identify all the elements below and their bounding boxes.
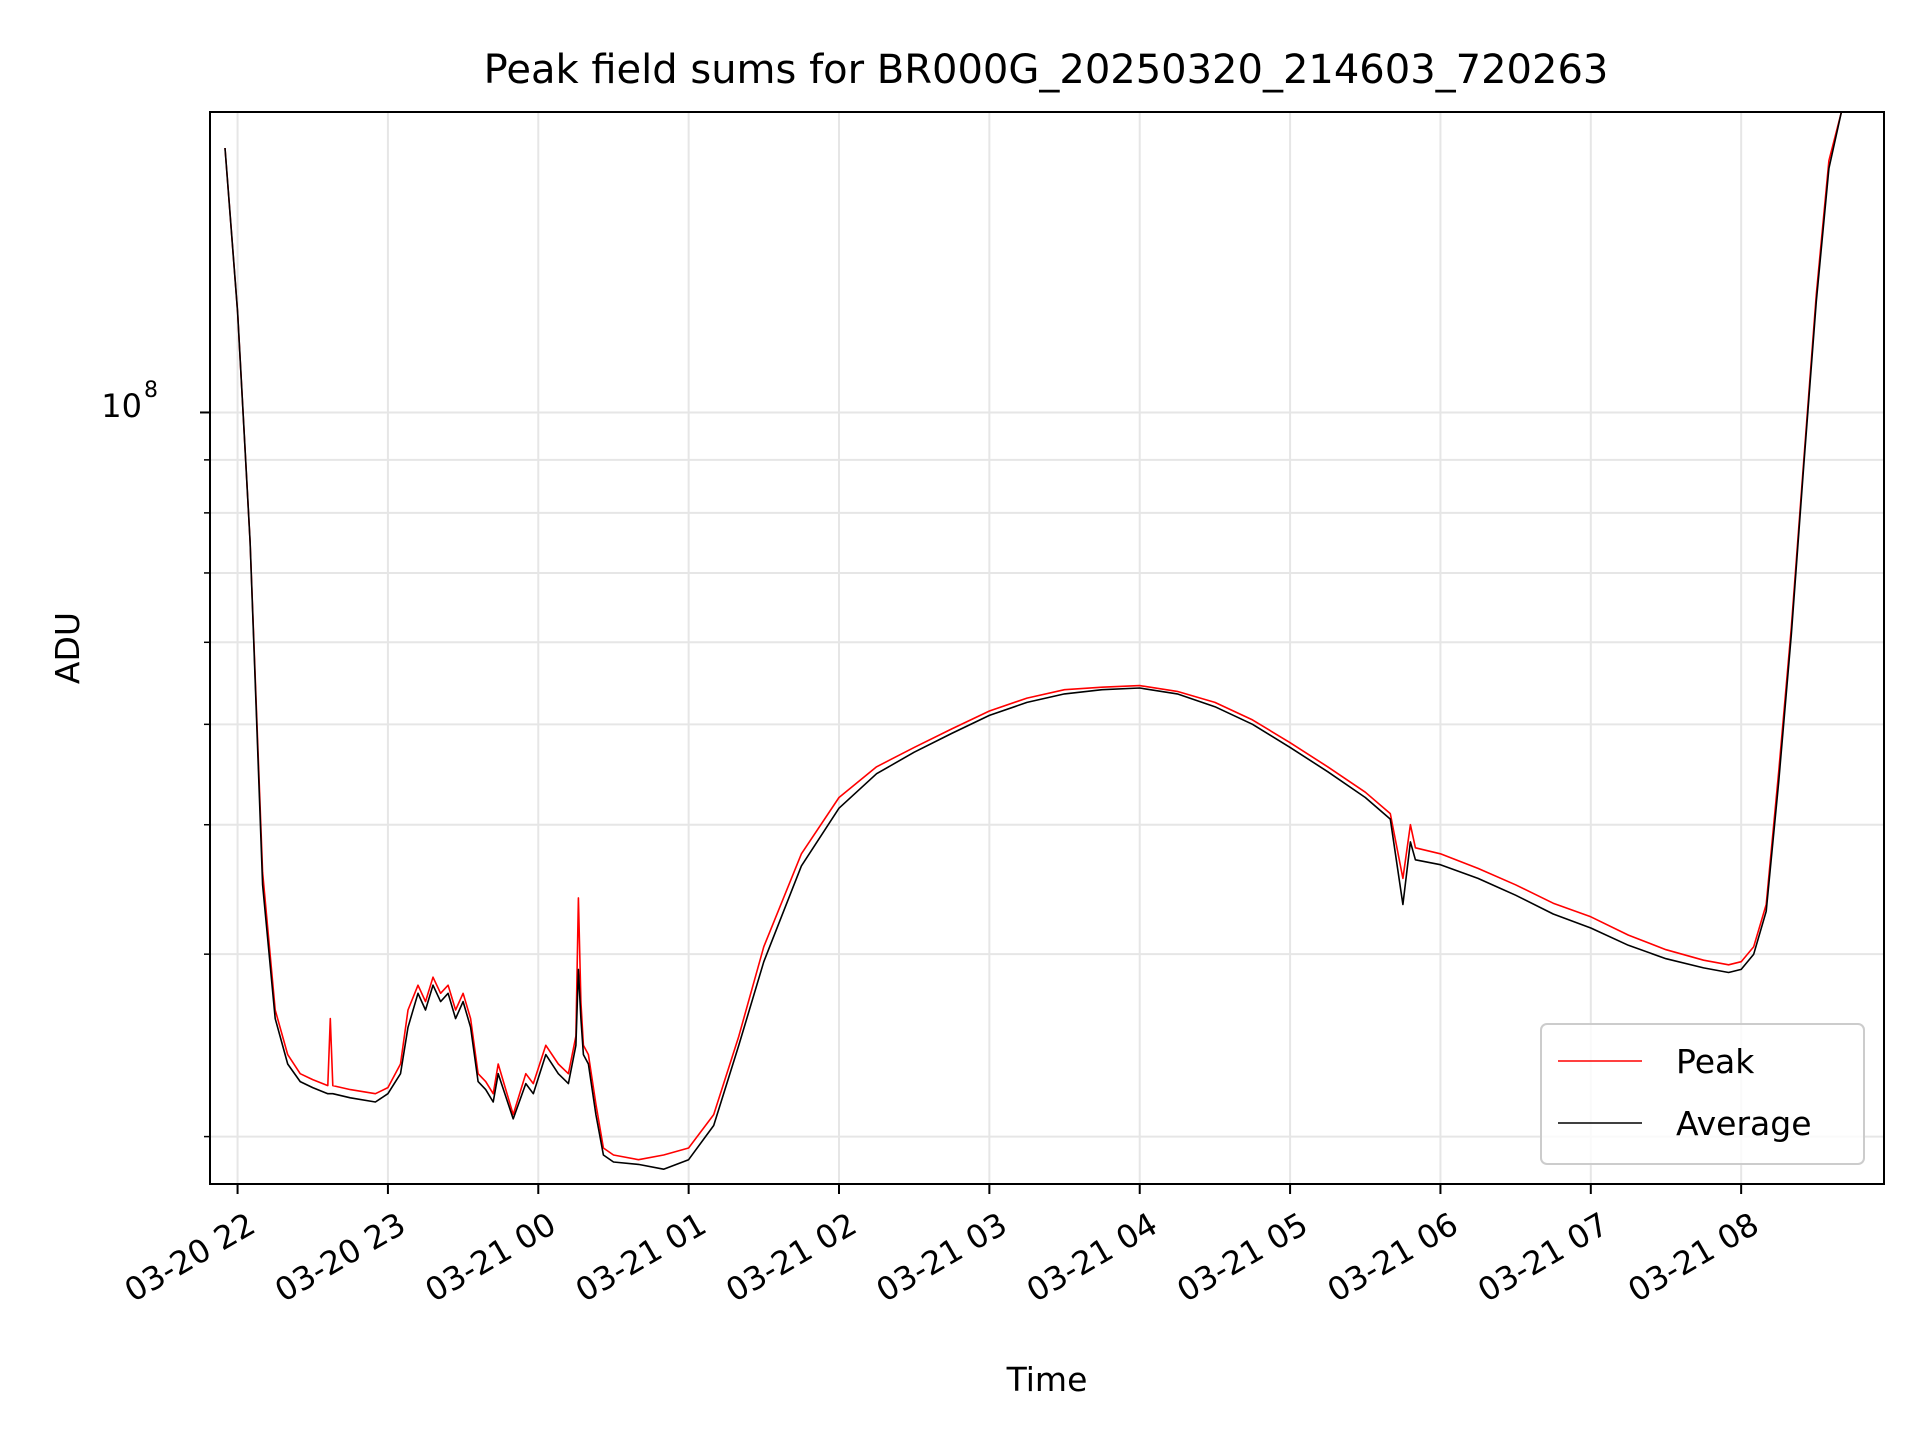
legend-peak-label: Peak <box>1676 1042 1755 1081</box>
plot-frame <box>209 111 1885 1185</box>
y-axis <box>200 411 210 1138</box>
series-line-peak <box>224 112 1843 1161</box>
y-tick-label-base: 10 <box>101 387 142 425</box>
legend-average-label: Average <box>1676 1104 1812 1143</box>
legend: Peak Average <box>1540 1023 1865 1165</box>
x-axis-label: Time <box>1006 1360 1088 1399</box>
grid <box>210 112 1884 1184</box>
series-line-average <box>224 112 1843 1170</box>
y-tick-label: 10 8 <box>101 378 158 425</box>
y-axis-label: ADU <box>48 612 87 684</box>
y-tick-label-exponent: 8 <box>144 378 158 403</box>
legend-box <box>1540 1023 1865 1165</box>
series-layer <box>224 112 1843 1170</box>
chart-title: Peak field sums for BR000G_20250320_2146… <box>484 47 1609 93</box>
